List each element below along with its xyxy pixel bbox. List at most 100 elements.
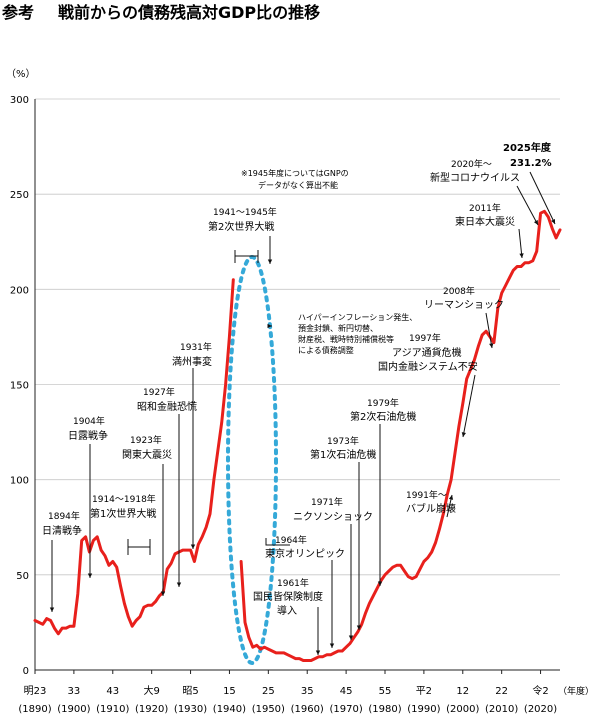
x-tick-ad: (1970) bbox=[329, 704, 362, 715]
arrow-head bbox=[329, 643, 335, 648]
x-tick-ad: (1940) bbox=[213, 704, 246, 715]
x-tick-era: 大9 bbox=[143, 684, 159, 697]
ann-2020-year: 2020年～ bbox=[451, 158, 492, 170]
x-tick-labels: 明23 (1890) 33 (1900) 43 (1910) 大9 (1920) 昭5 (1930… bbox=[18, 684, 557, 715]
period-bracket bbox=[265, 538, 290, 546]
ann-2008-year: 2008年 bbox=[443, 285, 475, 297]
ann-1927-event: 昭和金融恐慌 bbox=[137, 400, 197, 413]
ann-1923-event: 関東大震災 bbox=[122, 448, 172, 461]
wwii-highlight-ellipse bbox=[226, 255, 278, 665]
ann-1997-year: 1997年 bbox=[409, 332, 441, 344]
ann-1964-event: 東京オリンピック bbox=[265, 547, 345, 560]
x-tick-era: 令2 bbox=[532, 684, 548, 697]
ann-1904-year: 1904年 bbox=[73, 415, 105, 427]
ann-1979-event: 第2次石油危機 bbox=[350, 410, 416, 423]
arrow-head bbox=[176, 582, 182, 587]
ann-1997-event-1: アジア通貨危機 bbox=[392, 346, 462, 359]
x-tick-era: 12 bbox=[456, 686, 469, 697]
ann-gnp-note-1: ※1945年度についてはGNPの bbox=[241, 168, 349, 178]
x-tick-ad: (1960) bbox=[291, 704, 324, 715]
debt-line-segment bbox=[239, 209, 562, 662]
ann-1973-event: 第1次石油危機 bbox=[310, 448, 376, 461]
x-tick-era: 22 bbox=[495, 686, 508, 697]
x-tick-era: 昭5 bbox=[182, 685, 198, 697]
y-axis-label: （%） bbox=[6, 68, 36, 80]
ann-2025-year: 2025年度 bbox=[503, 141, 552, 154]
ann-1991-year: 1991年～ bbox=[406, 489, 447, 501]
arrow-head bbox=[377, 581, 383, 586]
x-tick-era: 55 bbox=[379, 686, 392, 697]
x-tick-ad: (1910) bbox=[96, 704, 129, 715]
annotation-arrow bbox=[529, 171, 556, 225]
ann-2008-event: リーマンショック bbox=[424, 299, 504, 311]
x-tick-ad: (1900) bbox=[57, 704, 90, 715]
y-tick-labels: 0 50 100 150 200 250 300 bbox=[10, 95, 29, 677]
arrow-head bbox=[267, 259, 273, 264]
ann-1894-event: 日清戦争 bbox=[42, 524, 82, 537]
ann-1997-event-2: 国内金融システム不安 bbox=[378, 360, 478, 373]
ann-wwii-event: 第2次世界大戦 bbox=[208, 220, 274, 233]
x-tick-ad: (1890) bbox=[18, 704, 51, 715]
arrow-head bbox=[519, 253, 524, 258]
ann-1904-event: 日露戦争 bbox=[68, 429, 108, 442]
x-tick-era: 25 bbox=[262, 686, 275, 697]
x-tick-ad: (1920) bbox=[135, 704, 168, 715]
ann-1971-event: ニクソンショック bbox=[293, 511, 373, 523]
ann-2011-year: 2011年 bbox=[469, 202, 501, 214]
annotations: 1894年 日清戦争 1904年 日露戦争 1914～1918年 第1次世界大戦… bbox=[42, 141, 552, 617]
x-tick-era: 明23 bbox=[24, 685, 47, 697]
ann-hyper-2: 預金封鎖、新円切替、 bbox=[298, 323, 378, 333]
ann-hyper-1: ハイパーインフレーション発生、 bbox=[298, 312, 417, 322]
arrow-head bbox=[348, 635, 354, 640]
ann-1961-year: 1961年 bbox=[277, 577, 309, 589]
ann-1973-year: 1973年 bbox=[327, 435, 359, 447]
ann-2011-event: 東日本大震災 bbox=[455, 215, 515, 228]
x-tick-ad: (2020) bbox=[524, 704, 557, 715]
period-bracket bbox=[127, 539, 151, 555]
annotation-arrow bbox=[518, 228, 523, 259]
y-tick-label: 300 bbox=[10, 95, 29, 106]
arrow-head bbox=[49, 607, 55, 612]
arrow-head bbox=[315, 650, 321, 655]
debt-line-segment bbox=[33, 278, 235, 636]
arrow-head bbox=[489, 343, 494, 348]
header-prefix: 参考 bbox=[2, 3, 34, 22]
y-tick-label: 100 bbox=[10, 476, 29, 487]
x-tick-era: 45 bbox=[340, 686, 353, 697]
x-axis-label: （年度） bbox=[558, 685, 594, 697]
y-tick-label: 250 bbox=[10, 190, 29, 201]
x-tick-era: 15 bbox=[223, 686, 236, 697]
x-tick-era: 35 bbox=[301, 686, 314, 697]
annotation-arrows bbox=[49, 171, 556, 655]
ann-hyper-3: 財産税、戦時特別補償税等 bbox=[298, 334, 394, 344]
x-tick-ad: (2000) bbox=[446, 704, 479, 715]
ann-1971-year: 1971年 bbox=[311, 496, 343, 508]
arrow-head bbox=[190, 544, 196, 549]
ann-wwii-year: 1941～1945年 bbox=[213, 206, 277, 218]
ann-1914-year: 1914～1918年 bbox=[92, 493, 156, 505]
y-tick-label: 0 bbox=[23, 666, 29, 677]
annotation-arrow bbox=[516, 185, 539, 226]
x-tick-ad: (2010) bbox=[485, 704, 518, 715]
y-tick-label: 150 bbox=[10, 381, 29, 392]
arrow-head bbox=[87, 573, 93, 578]
annotation-arrow bbox=[462, 374, 476, 438]
ann-1964-year: 1964年 bbox=[275, 534, 307, 546]
arrow-head bbox=[160, 591, 166, 596]
arrow-head bbox=[461, 432, 466, 437]
arrow-head bbox=[267, 323, 272, 329]
x-tick-era: 43 bbox=[106, 686, 119, 697]
arrow-head bbox=[448, 495, 454, 500]
x-tick-ad: (1990) bbox=[407, 704, 440, 715]
axes bbox=[34, 99, 560, 674]
x-tick-ad: (1930) bbox=[174, 704, 207, 715]
ann-1914-event: 第1次世界大戦 bbox=[90, 507, 156, 520]
ann-1894-year: 1894年 bbox=[48, 510, 80, 522]
y-tick-label: 200 bbox=[10, 285, 29, 296]
x-tick-era: 33 bbox=[68, 686, 81, 697]
ann-1961-event-1: 国民皆保険制度 bbox=[253, 590, 323, 603]
ann-1927-year: 1927年 bbox=[143, 386, 175, 398]
arrow-head bbox=[356, 625, 362, 630]
annotation-arrow bbox=[485, 312, 493, 349]
y-gridlines bbox=[35, 98, 560, 576]
